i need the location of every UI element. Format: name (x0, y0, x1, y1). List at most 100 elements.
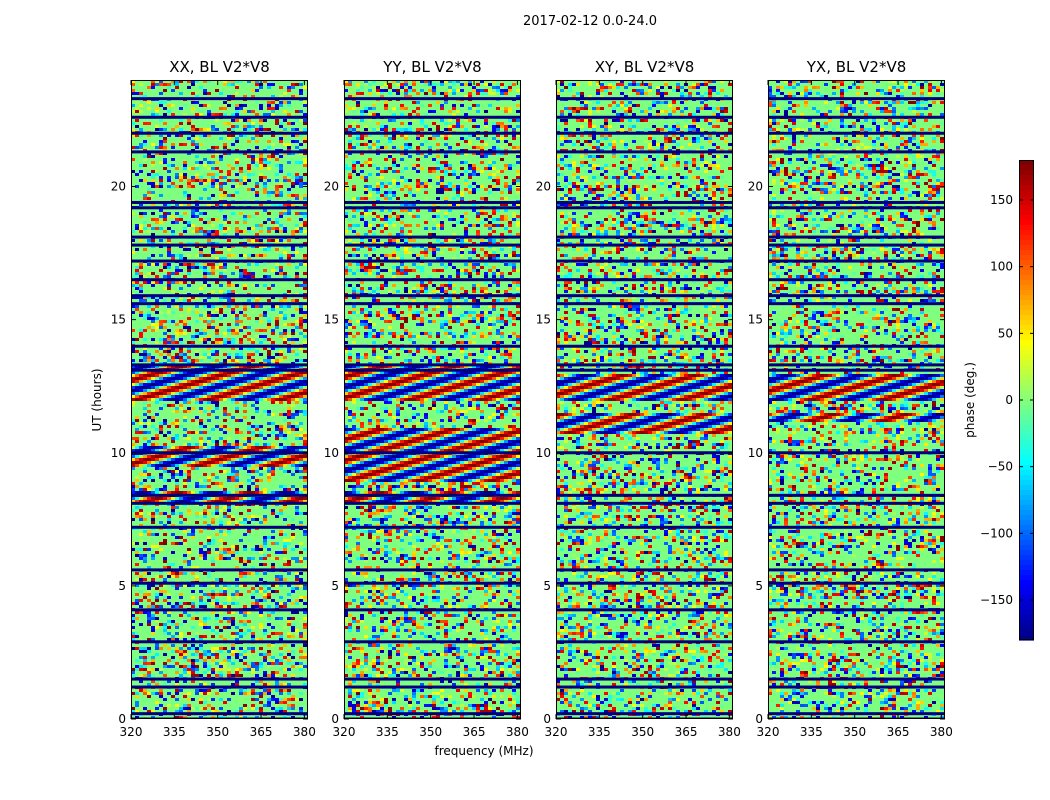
phase-cell (147, 152, 151, 155)
phase-cell (231, 635, 235, 638)
phase-cell (223, 395, 227, 398)
flagged-row (131, 501, 308, 505)
phase-cell (243, 377, 247, 380)
phase-cell (247, 509, 251, 512)
phase-cell (448, 80, 452, 83)
phase-cell (179, 521, 183, 524)
phase-cell (247, 473, 251, 476)
phase-cell (143, 689, 147, 692)
phase-cell (516, 95, 520, 98)
phase-cell (476, 92, 480, 95)
flagged-row (131, 278, 308, 282)
phase-cell (175, 464, 179, 467)
phase-cell (283, 605, 287, 608)
phase-cell (239, 389, 243, 392)
phase-cell (279, 602, 283, 605)
phase-cell (231, 128, 235, 131)
phase-cell (255, 263, 259, 266)
phase-cell (183, 518, 187, 521)
phase-cell (295, 629, 299, 632)
phase-cell (275, 188, 279, 191)
phase-cell (344, 80, 348, 83)
phase-cell (179, 512, 183, 515)
phase-heatmap (344, 80, 521, 719)
phase-cell (131, 620, 135, 623)
phase-cell (295, 428, 299, 431)
phase-cell (135, 602, 139, 605)
phase-cell (295, 602, 299, 605)
phase-cell (223, 638, 227, 641)
phase-cell (267, 497, 271, 500)
phase-cell (139, 446, 143, 449)
phase-cell (271, 110, 275, 113)
phase-cell (187, 389, 191, 392)
phase-cell (263, 377, 267, 380)
phase-cell (131, 341, 135, 344)
phase-cell (516, 89, 520, 92)
phase-cell (231, 551, 235, 554)
phase-cell (175, 437, 179, 440)
phase-cell (135, 506, 139, 509)
phase-cell (147, 614, 151, 617)
phase-cell (259, 341, 263, 344)
phase-cell (279, 224, 283, 227)
phase-cell (372, 83, 376, 86)
phase-cell (195, 617, 199, 620)
phase-cell (139, 215, 143, 218)
phase-cell (255, 299, 259, 302)
phase-cell (416, 107, 420, 110)
phase-cell (247, 530, 251, 533)
phase-cell (219, 593, 223, 596)
phase-cell (303, 656, 307, 659)
phase-cell (171, 491, 175, 494)
phase-cell (219, 497, 223, 500)
phase-cell (243, 221, 247, 224)
phase-cell (179, 632, 183, 635)
phase-cell (303, 374, 307, 377)
phase-cell (199, 500, 203, 503)
phase-cell (283, 152, 287, 155)
phase-cell (291, 548, 295, 551)
phase-cell (299, 635, 303, 638)
phase-cell (295, 665, 299, 668)
phase-cell (267, 242, 271, 245)
phase-cell (239, 692, 243, 695)
phase-cell (175, 491, 179, 494)
phase-cell (227, 671, 231, 674)
phase-cell (279, 632, 283, 635)
phase-cell (183, 482, 187, 485)
flagged-row (131, 712, 308, 716)
phase-cell (283, 341, 287, 344)
phase-cell (175, 389, 179, 392)
phase-cell (175, 401, 179, 404)
phase-cell (175, 536, 179, 539)
phase-cell (275, 263, 279, 266)
phase-cell (207, 665, 211, 668)
phase-cell (171, 395, 175, 398)
phase-cell (163, 611, 167, 614)
phase-cell (135, 479, 139, 482)
phase-cell (223, 689, 227, 692)
phase-cell (139, 383, 143, 386)
phase-cell (191, 338, 195, 341)
phase-cell (183, 431, 187, 434)
phase-cell (263, 464, 267, 467)
phase-cell (263, 392, 267, 395)
phase-cell (151, 548, 155, 551)
phase-cell (203, 311, 207, 314)
phase-cell (203, 281, 207, 284)
phase-cell (287, 377, 291, 380)
phase-cell (231, 377, 235, 380)
phase-cell (239, 449, 243, 452)
phase-cell (263, 674, 267, 677)
phase-cell (147, 500, 151, 503)
phase-cell (155, 395, 159, 398)
phase-cell (211, 380, 215, 383)
phase-cell (151, 356, 155, 359)
phase-cell (131, 371, 135, 374)
phase-cell (239, 710, 243, 713)
phase-cell (287, 587, 291, 590)
phase-cell (167, 665, 171, 668)
phase-cell (299, 317, 303, 320)
phase-cell (151, 491, 155, 494)
